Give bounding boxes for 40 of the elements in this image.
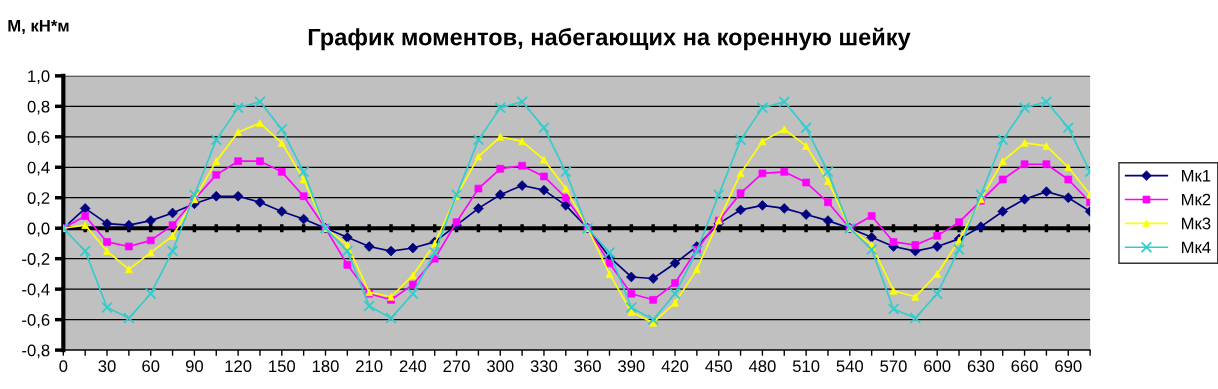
x-tick-label: 570 [880,360,907,373]
x-tick-label: 660 [1011,360,1038,373]
x-tick-label: 150 [269,360,296,373]
legend-label: Мк3 [1182,217,1211,230]
x-tick-label: 300 [486,360,514,373]
x-tick-label: 0 [59,360,68,373]
x-tick-label: 120 [225,360,252,373]
x-tick-label: 510 [792,360,820,373]
x-tick-label: 420 [661,360,689,373]
x-tick-label: 450 [705,360,732,373]
x-tick-label: 690 [1055,360,1082,373]
y-tick-label: -0,2 [22,253,50,267]
x-tick-label: 600 [924,360,951,373]
x-tick-label: 90 [185,360,204,373]
x-tick-label: 240 [399,360,427,373]
x-tick-label: 210 [356,360,383,373]
x-tick-label: 330 [530,360,558,373]
y-tick-label: 1,0 [28,70,50,85]
x-tick-label: 540 [836,360,864,373]
legend-label: Мк4 [1182,241,1211,254]
y-tick-label: -0,4 [22,283,50,298]
y-axis-title: М, кН*м [8,20,69,35]
y-tick-label: 0,0 [27,222,50,237]
x-tick-label: 270 [443,360,470,373]
x-tick-label: 480 [748,360,776,373]
chart-title: График моментов, набегающих на коренную шейку [308,27,911,51]
x-tick-label: 60 [142,360,160,373]
y-tick-label: 0,4 [27,161,50,176]
x-tick-label: 30 [98,360,116,373]
y-tick-label: 0,2 [27,192,50,206]
y-tick-label: 0,8 [27,100,50,115]
y-tick-label: 0,6 [27,131,50,145]
x-tick-label: 360 [574,360,601,373]
x-tick-label: 630 [967,360,995,373]
legend-label: Мк2 [1182,193,1211,206]
y-tick-label: -0,8 [22,344,50,359]
x-tick-label: 390 [618,360,645,373]
y-tick-label: -0,6 [22,314,50,328]
x-tick-label: 180 [312,360,339,373]
legend-label: Мк1 [1182,170,1211,182]
